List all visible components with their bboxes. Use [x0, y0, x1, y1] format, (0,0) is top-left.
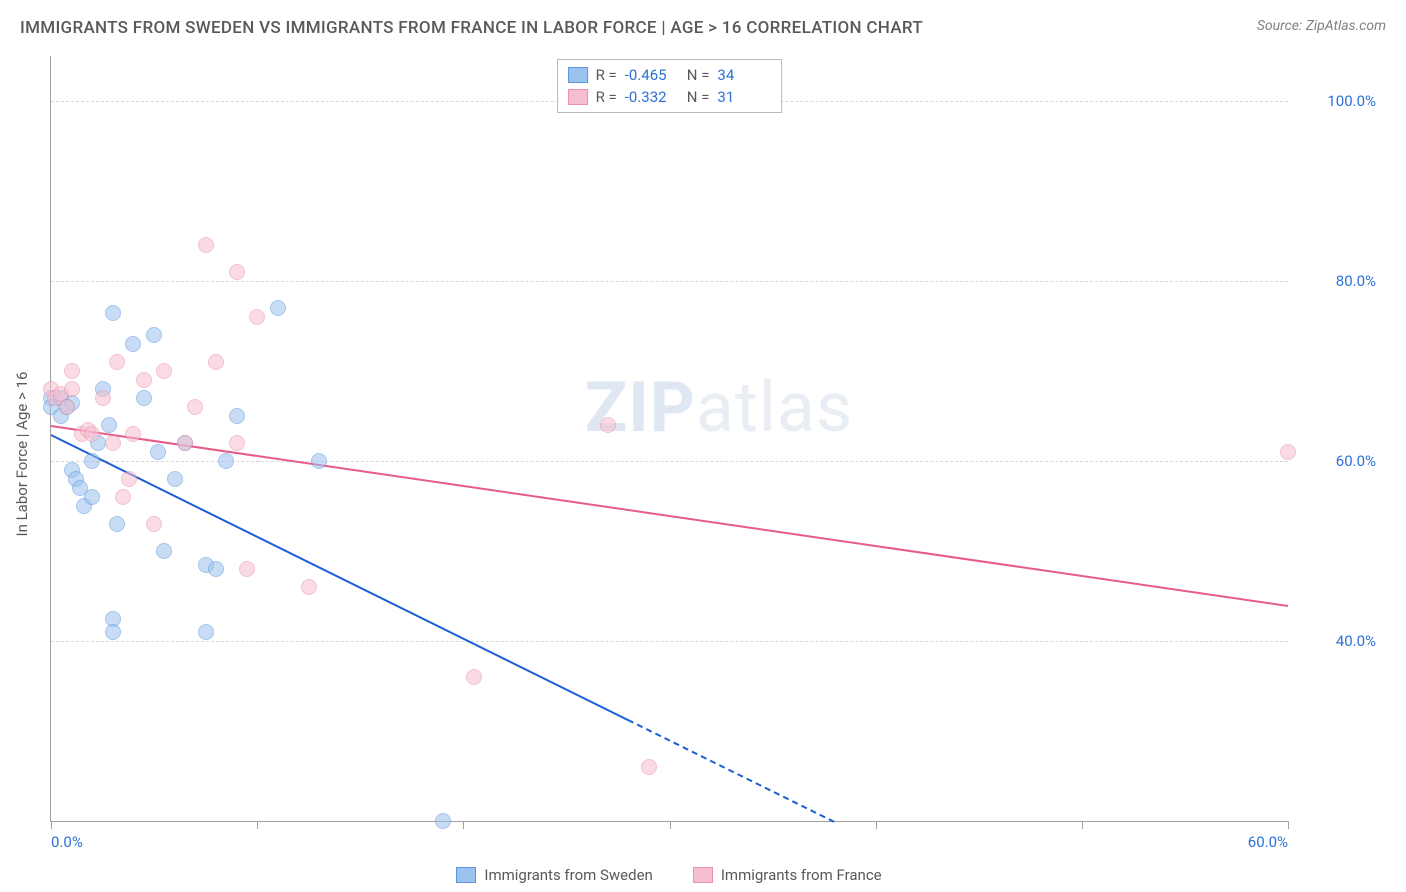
- scatter-point: [466, 669, 482, 685]
- xtick-label: 60.0%: [1248, 833, 1288, 851]
- scatter-point: [136, 372, 152, 388]
- corr-n-value-france: 31: [717, 86, 771, 108]
- scatter-point: [109, 516, 125, 532]
- scatter-point: [136, 390, 152, 406]
- scatter-point: [1280, 444, 1296, 460]
- watermark-atlas: atlas: [696, 367, 853, 449]
- ytick-label: 60.0%: [1336, 452, 1376, 470]
- scatter-point: [59, 399, 75, 415]
- scatter-point: [301, 579, 317, 595]
- corr-row-sweden: R = -0.465 N = 34: [568, 64, 772, 86]
- scatter-point: [270, 300, 286, 316]
- scatter-point: [218, 453, 234, 469]
- legend-item-sweden: Immigrants from Sweden: [456, 866, 652, 884]
- swatch-sweden: [456, 867, 476, 883]
- scatter-point: [208, 561, 224, 577]
- scatter-point: [156, 363, 172, 379]
- scatter-point: [84, 489, 100, 505]
- corr-r-label: R =: [596, 64, 617, 86]
- corr-n-label: N =: [687, 86, 710, 108]
- corr-n-value-sweden: 34: [717, 64, 771, 86]
- scatter-point: [64, 363, 80, 379]
- xtick: [1288, 821, 1289, 829]
- ytick-label: 80.0%: [1336, 272, 1376, 290]
- scatter-point: [239, 561, 255, 577]
- chart-title: IMMIGRANTS FROM SWEDEN VS IMMIGRANTS FRO…: [20, 18, 923, 38]
- scatter-point: [125, 426, 141, 442]
- scatter-point: [198, 237, 214, 253]
- scatter-point: [600, 417, 616, 433]
- swatch-sweden: [568, 67, 588, 83]
- chart-source: Source: ZipAtlas.com: [1257, 18, 1386, 34]
- xtick-label: 0.0%: [51, 833, 83, 851]
- scatter-point: [198, 624, 214, 640]
- xtick: [670, 821, 671, 829]
- scatter-point: [311, 453, 327, 469]
- scatter-point: [187, 399, 203, 415]
- scatter-point: [156, 543, 172, 559]
- scatter-point: [101, 417, 117, 433]
- gridline: [51, 281, 1288, 282]
- scatter-point: [95, 390, 111, 406]
- scatter-point: [105, 624, 121, 640]
- legend-item-france: Immigrants from France: [693, 866, 882, 884]
- scatter-point: [167, 471, 183, 487]
- scatter-point: [109, 354, 125, 370]
- yaxis-title: In Labor Force | Age > 16: [13, 372, 31, 537]
- xtick: [257, 821, 258, 829]
- corr-row-france: R = -0.332 N = 31: [568, 86, 772, 108]
- chart-container: In Labor Force | Age > 16 ZIPatlas R = -…: [50, 56, 1388, 852]
- ytick-label: 100.0%: [1327, 92, 1376, 110]
- scatter-point: [208, 354, 224, 370]
- xtick: [876, 821, 877, 829]
- watermark-zip: ZIP: [585, 367, 696, 449]
- gridline: [51, 641, 1288, 642]
- xtick: [463, 821, 464, 829]
- swatch-france: [693, 867, 713, 883]
- legend-label-france: Immigrants from France: [721, 866, 882, 884]
- scatter-point: [150, 444, 166, 460]
- scatter-point: [229, 264, 245, 280]
- corr-n-label: N =: [687, 64, 710, 86]
- watermark: ZIPatlas: [585, 367, 853, 449]
- scatter-point: [641, 759, 657, 775]
- scatter-point: [435, 813, 451, 829]
- scatter-point: [105, 305, 121, 321]
- scatter-point: [115, 489, 131, 505]
- scatter-point: [229, 435, 245, 451]
- xtick: [1082, 821, 1083, 829]
- plot-area: ZIPatlas R = -0.465 N = 34 R = -0.332 N …: [50, 56, 1288, 822]
- scatter-point: [84, 426, 100, 442]
- trend-line: [628, 719, 835, 823]
- bottom-legend: Immigrants from Sweden Immigrants from F…: [50, 866, 1288, 884]
- trend-line: [51, 425, 1288, 607]
- corr-r-label: R =: [596, 86, 617, 108]
- scatter-point: [121, 471, 137, 487]
- correlation-legend: R = -0.465 N = 34 R = -0.332 N = 31: [557, 59, 783, 113]
- scatter-point: [229, 408, 245, 424]
- scatter-point: [177, 435, 193, 451]
- xtick: [51, 821, 52, 829]
- scatter-point: [146, 516, 162, 532]
- scatter-point: [105, 435, 121, 451]
- scatter-point: [84, 453, 100, 469]
- gridline: [51, 461, 1288, 462]
- ytick-label: 40.0%: [1336, 632, 1376, 650]
- swatch-france: [568, 89, 588, 105]
- scatter-point: [64, 381, 80, 397]
- scatter-point: [125, 336, 141, 352]
- corr-r-value-france: -0.332: [625, 86, 679, 108]
- corr-r-value-sweden: -0.465: [625, 64, 679, 86]
- scatter-point: [146, 327, 162, 343]
- scatter-point: [249, 309, 265, 325]
- legend-label-sweden: Immigrants from Sweden: [484, 866, 652, 884]
